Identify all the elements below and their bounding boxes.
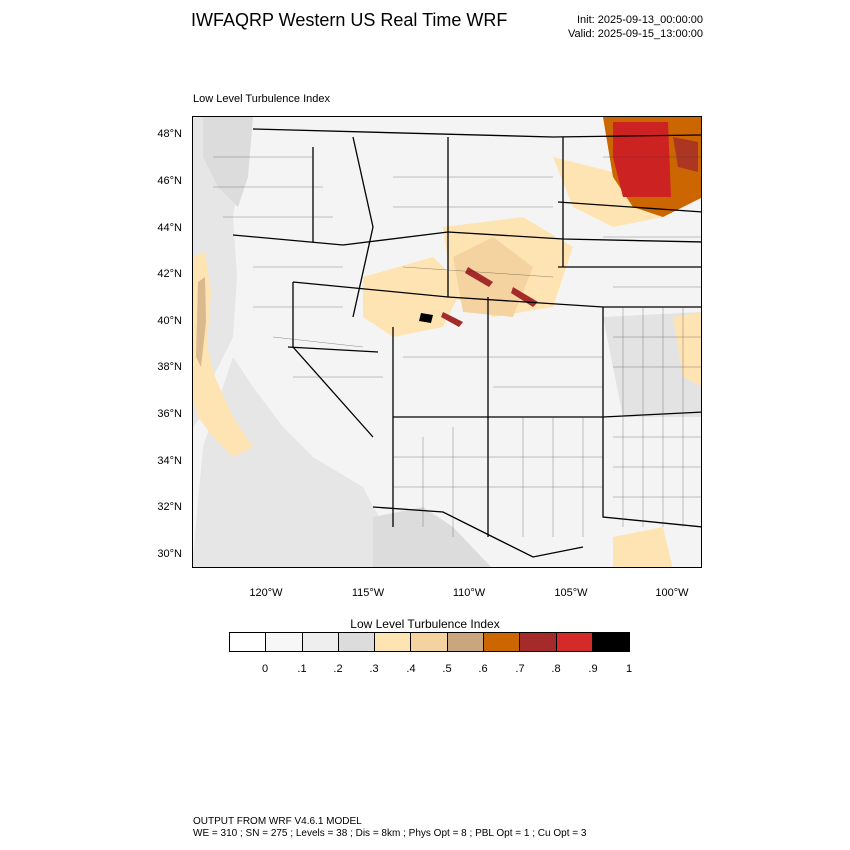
county-lines — [213, 156, 701, 537]
colorbar-label: .1 — [297, 663, 307, 675]
land-area — [193, 117, 701, 567]
colorbar-title: Low Level Turbulence Index — [350, 617, 500, 631]
map-panel — [192, 116, 702, 568]
colorbar-swatch — [338, 633, 376, 651]
colorbar-label: 1 — [625, 663, 633, 675]
footer-line-2: WE = 310 ; SN = 275 ; Levels = 38 ; Dis … — [193, 828, 587, 839]
colorbar-swatch — [447, 633, 485, 651]
kansas-low-turbulence — [673, 312, 701, 386]
lat-tick-44: 44°N — [157, 222, 182, 234]
wyoming-mid-turbulence — [453, 237, 533, 317]
lat-tick-34: 34°N — [157, 455, 182, 467]
map-subtitle: Low Level Turbulence Index — [193, 93, 330, 105]
colorbar-label: .5 — [442, 663, 452, 675]
model-footer: OUTPUT FROM WRF V4.6.1 MODEL WE = 310 ; … — [193, 816, 586, 840]
colorbar-swatch — [411, 633, 448, 651]
lat-tick-36: 36°N — [157, 408, 182, 420]
lat-tick-32: 32°N — [157, 501, 182, 513]
plains-gray — [603, 312, 701, 417]
colorbar-swatch — [556, 633, 593, 651]
lon-tick-105: 105°W — [554, 587, 588, 599]
texas-low-turbulence — [613, 527, 673, 567]
colorbar-swatch — [592, 633, 630, 651]
colorbar-label: .7 — [515, 663, 525, 675]
init-time: Init: 2025-09-13_00:00:00 — [577, 14, 703, 26]
utah-high-streak — [441, 312, 463, 327]
state-boundaries — [232, 128, 701, 558]
init-valid-times: Init: 2025-09-13_00:00:00 Valid: 2025-09… — [568, 13, 703, 41]
colorbar-label: .8 — [551, 663, 561, 675]
north-hotspot-red — [613, 122, 671, 197]
utah-low-turbulence — [363, 257, 463, 337]
wyoming-high-streak — [465, 267, 493, 287]
lat-tick-40: 40°N — [157, 315, 182, 327]
plot-title: IWFAQRP Western US Real Time WRF — [191, 10, 508, 30]
colorbar-swatch — [484, 633, 521, 651]
colorbar-label: .4 — [406, 663, 416, 675]
colorbar-swatch — [266, 633, 303, 651]
lat-tick-42: 42°N — [157, 268, 182, 280]
lon-tick-115: 115°W — [351, 587, 385, 599]
lon-tick-100: 100°W — [655, 587, 689, 599]
lat-tick-46: 46°N — [157, 175, 182, 187]
colorbar-label: .6 — [478, 663, 488, 675]
lat-tick-30: 30°N — [157, 548, 182, 560]
coastal-low-turbulence — [193, 252, 253, 457]
lat-tick-48: 48°N — [157, 128, 182, 140]
colorbar — [229, 632, 631, 652]
colorbar-label: .9 — [588, 663, 598, 675]
colorbar-label: 0 — [261, 663, 269, 675]
dakota-low-turbulence — [553, 157, 663, 227]
colorbar-swatch — [375, 633, 412, 651]
pacific-northwest-gray — [203, 117, 253, 207]
colorbar-swatch — [230, 633, 267, 651]
coastal-mid-turbulence — [196, 277, 206, 367]
colorbar-swatch — [302, 633, 339, 651]
colorbar-swatch — [520, 633, 557, 651]
great-salt-lake — [419, 313, 433, 323]
lon-tick-110: 110°W — [452, 587, 486, 599]
footer-line-1: OUTPUT FROM WRF V4.6.1 MODEL — [193, 816, 362, 827]
north-hotspot-darkred — [673, 137, 698, 172]
lon-tick-120: 120°W — [249, 587, 283, 599]
colorbar-label: .3 — [369, 663, 379, 675]
map-svg — [193, 117, 701, 567]
lat-tick-38: 38°N — [157, 361, 182, 373]
mexico-gray — [373, 507, 492, 567]
valid-time: Valid: 2025-09-15_13:00:00 — [568, 28, 703, 40]
colorbar-label: .2 — [333, 663, 343, 675]
